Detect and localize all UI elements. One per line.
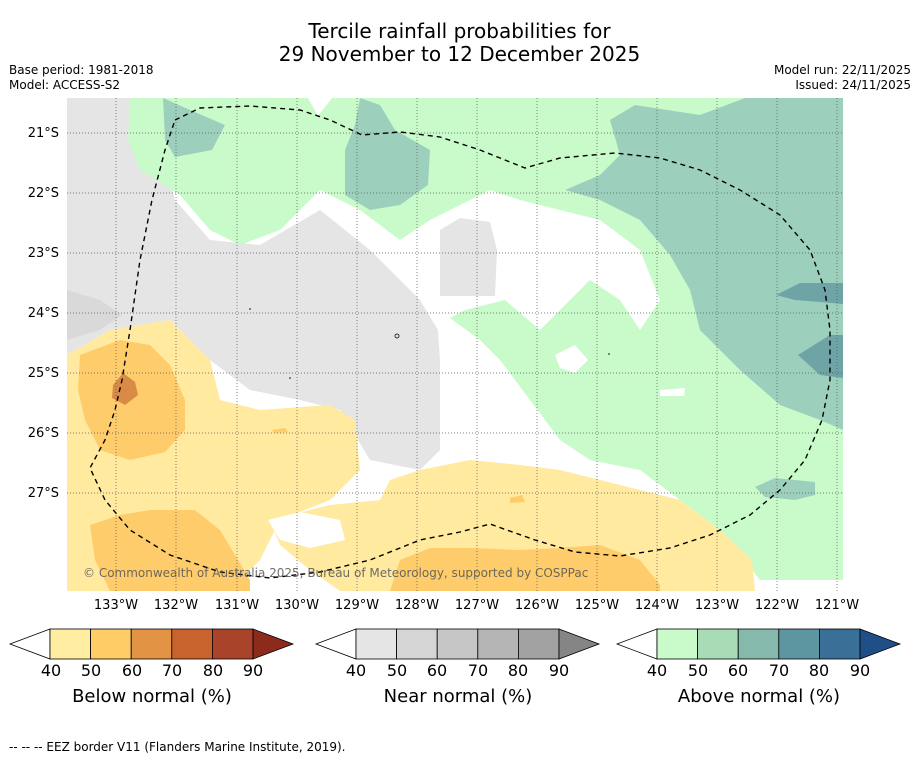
latitude-label: 27°S — [27, 486, 59, 501]
below-normal-region — [390, 545, 660, 591]
below-normal-region — [510, 495, 525, 503]
near-normal-region — [67, 98, 440, 470]
island-marker — [249, 308, 251, 310]
map-title-line2: 29 November to 12 December 2025 — [278, 42, 641, 66]
colorbar-tick: 90 — [548, 661, 570, 680]
map-title-line1: Tercile rainfall probabilities for — [308, 19, 611, 43]
no-signal-area — [555, 345, 588, 373]
island-marker — [394, 333, 400, 339]
colorbar-tick: 50 — [687, 661, 709, 680]
colorbar-above-title: Above normal (%) — [677, 686, 841, 707]
no-signal-area — [268, 512, 345, 548]
colorbar-tick: 50 — [386, 661, 408, 680]
latitude-label: 25°S — [27, 366, 59, 381]
issued-date: Issued: 24/11/2025 — [795, 78, 911, 92]
longitude-label: 132°W — [153, 598, 199, 613]
colorbar-segment — [656, 628, 698, 660]
colorbar-tick: 40 — [646, 661, 668, 680]
colorbar-segment — [477, 628, 519, 660]
colorbar-segment — [355, 628, 397, 660]
colorbar-tick: 60 — [121, 661, 143, 680]
longitude-label: 121°W — [814, 598, 860, 613]
colorbar-segment — [396, 628, 438, 660]
model-run: Model run: 22/11/2025 — [773, 63, 911, 77]
above-normal-region — [755, 478, 815, 500]
above-normal-region — [345, 98, 430, 210]
longitude-label: 123°W — [694, 598, 740, 613]
longitude-label: 125°W — [574, 598, 620, 613]
latitude-label: 24°S — [27, 306, 59, 321]
colorbar-segment — [778, 628, 820, 660]
colorbar-tick: 60 — [727, 661, 749, 680]
island-marker — [289, 377, 291, 379]
colorbar-tick: 70 — [161, 661, 183, 680]
colorbar-segment — [697, 628, 739, 660]
colorbar-below — [8, 628, 295, 660]
colorbar-tick: 80 — [808, 661, 830, 680]
gridlines — [67, 98, 843, 591]
colorbar-extend-low — [615, 628, 658, 660]
colorbar-segment — [211, 628, 254, 660]
longitude-label: 127°W — [454, 598, 500, 613]
above-normal-region — [163, 98, 225, 157]
longitude-label: 133°W — [93, 598, 139, 613]
colorbar-above — [615, 628, 902, 660]
below-normal-region — [272, 428, 288, 433]
latitude-label: 21°S — [27, 126, 59, 141]
colorbar-tick: 80 — [507, 661, 529, 680]
colorbar-below-title: Below normal (%) — [72, 686, 232, 707]
base-period: Base period: 1981-2018 — [9, 63, 154, 77]
no-signal-area — [660, 388, 685, 396]
eez-border — [89, 105, 831, 579]
eez-legend: -- -- -- EEZ border V11 (Flanders Marine… — [9, 740, 346, 754]
longitude-label: 128°W — [394, 598, 440, 613]
colorbar-tick: 60 — [426, 661, 448, 680]
colorbar-extend-low — [8, 628, 51, 660]
longitude-label: 124°W — [634, 598, 680, 613]
colorbar-near-title: Near normal (%) — [383, 686, 533, 707]
latitude-label: 22°S — [27, 186, 59, 201]
colorbar-tick: 70 — [768, 661, 790, 680]
longitude-label: 129°W — [334, 598, 380, 613]
colorbar-extend-high — [859, 628, 902, 660]
colorbar-segment — [171, 628, 213, 660]
colorbar-tick: 40 — [40, 661, 62, 680]
colorbar-segment — [90, 628, 132, 660]
near-normal-region — [67, 290, 122, 340]
colorbar-extend-high — [252, 628, 295, 660]
colorbar-extend-high — [558, 628, 601, 660]
colorbar-segment — [436, 628, 479, 660]
longitude-label: 122°W — [754, 598, 800, 613]
colorbar-segment — [737, 628, 780, 660]
colorbar-segment — [819, 628, 861, 660]
longitude-label: 126°W — [514, 598, 560, 613]
colorbar-tick: 90 — [849, 661, 871, 680]
below-normal-region — [90, 510, 250, 591]
colorbar-tick: 90 — [242, 661, 264, 680]
latitude-label: 26°S — [27, 426, 59, 441]
colorbar-tick: 40 — [345, 661, 367, 680]
colorbar-near — [314, 628, 601, 660]
colorbar-segment — [49, 628, 91, 660]
model-name: Model: ACCESS-S2 — [9, 78, 121, 92]
above-normal-region — [565, 98, 843, 430]
island-marker — [608, 353, 610, 355]
colorbar-segment — [518, 628, 560, 660]
no-signal-area — [612, 265, 622, 282]
longitude-label: 130°W — [274, 598, 320, 613]
colorbar-tick: 80 — [202, 661, 224, 680]
colorbar-extend-low — [314, 628, 357, 660]
colorbar-segment — [130, 628, 173, 660]
longitude-label: 131°W — [214, 598, 260, 613]
colorbar-tick: 70 — [467, 661, 489, 680]
probability-fields — [67, 98, 843, 591]
near-normal-region — [440, 218, 497, 296]
colorbar-tick: 50 — [80, 661, 102, 680]
copyright-notice: © Commonwealth of Australia 2025, Bureau… — [83, 566, 589, 580]
above-normal-region — [798, 335, 843, 378]
latitude-label: 23°S — [27, 246, 59, 261]
